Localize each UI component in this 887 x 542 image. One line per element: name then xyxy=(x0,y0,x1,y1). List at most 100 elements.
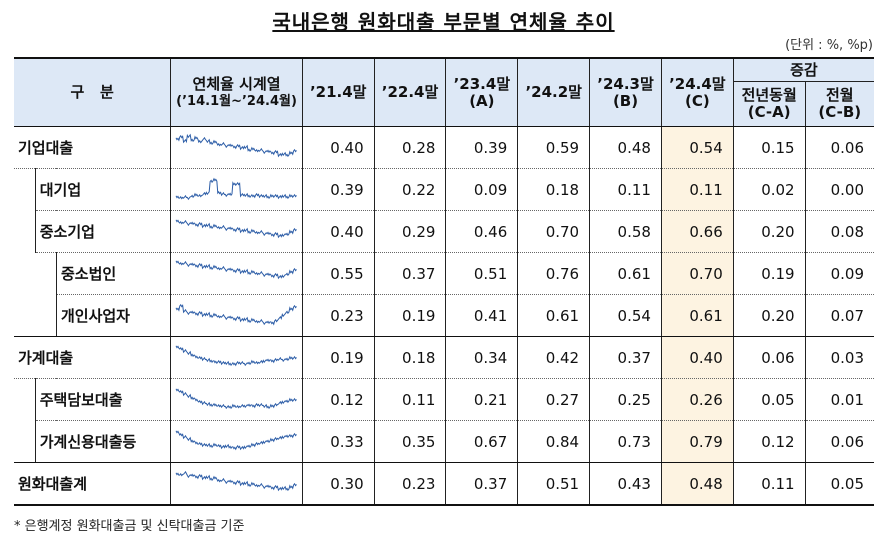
value-cell: 0.67 xyxy=(445,420,519,463)
value-cell: 0.40 xyxy=(661,336,734,379)
value-cell: 0.51 xyxy=(445,252,519,295)
value-cell: 0.37 xyxy=(374,252,447,295)
row-label: 원화대출계 xyxy=(14,462,172,506)
value-cell: 0.48 xyxy=(661,462,734,506)
value-cell: 0.28 xyxy=(374,126,447,169)
sparkline-chart xyxy=(175,387,298,409)
value-cell: 0.58 xyxy=(589,210,662,253)
table-row: 가계신용대출등 0.33 0.35 0.67 0.84 0.73 0.79 0.12 0.06 xyxy=(14,420,874,463)
header-period-3: ’24.2말 xyxy=(517,58,591,127)
value-cell: 0.19 xyxy=(302,336,375,379)
change-cell: 0.19 xyxy=(733,252,806,295)
value-cell: 0.18 xyxy=(374,336,447,379)
change-cell: 0.05 xyxy=(805,462,874,506)
sparkline-path xyxy=(175,429,298,450)
value-cell: 0.23 xyxy=(374,462,447,506)
value-cell: 0.73 xyxy=(589,420,662,463)
sparkline-cell xyxy=(170,336,303,379)
indent-cell xyxy=(14,253,35,295)
sparkline-chart xyxy=(175,303,298,326)
sparkline-chart xyxy=(175,218,298,238)
value-cell: 0.61 xyxy=(517,294,591,337)
sparkline-path xyxy=(175,303,298,326)
header-change-group: 증감 xyxy=(733,58,874,82)
change-cell: 0.05 xyxy=(733,378,806,421)
value-cell: 0.39 xyxy=(302,168,375,211)
delinquency-table: 구 분 연체율 시계열 (’14.1월~’24.4월) ’21.4말 ’22.4… xyxy=(14,57,874,506)
change-cell: 0.15 xyxy=(733,126,806,169)
header-change-mom: 전월 (C-B) xyxy=(805,81,874,127)
sparkline-chart xyxy=(175,177,298,200)
sparkline-cell xyxy=(170,294,303,337)
value-cell: 0.22 xyxy=(374,168,447,211)
sparkline-chart xyxy=(175,470,298,491)
value-cell: 0.84 xyxy=(517,420,591,463)
row-label: 주택담보대출 xyxy=(34,378,172,421)
row-label: 기업대출 xyxy=(14,126,172,169)
sparkline-cell xyxy=(170,420,303,463)
sparkline-cell xyxy=(170,462,303,506)
sparkline-path xyxy=(175,218,298,238)
header-period-4: ’24.3말 (B) xyxy=(589,58,662,127)
row-label: 대기업 xyxy=(34,168,172,211)
value-cell: 0.34 xyxy=(445,336,519,379)
indent-cell xyxy=(35,253,56,295)
indent-cell xyxy=(14,420,36,463)
change-cell: 0.03 xyxy=(805,336,874,379)
value-cell: 0.70 xyxy=(661,252,734,295)
change-cell: 0.06 xyxy=(733,336,806,379)
value-cell: 0.76 xyxy=(517,252,591,295)
value-cell: 0.40 xyxy=(302,210,375,253)
value-cell: 0.30 xyxy=(302,462,375,506)
header-trend: 연체율 시계열 (’14.1월~’24.4월) xyxy=(170,58,303,127)
change-cell: 0.06 xyxy=(805,126,874,169)
value-cell: 0.11 xyxy=(589,168,662,211)
value-cell: 0.59 xyxy=(517,126,591,169)
change-cell: 0.01 xyxy=(805,378,874,421)
indent-cell xyxy=(14,169,35,211)
value-cell: 0.26 xyxy=(661,378,734,421)
indent-cell xyxy=(14,211,35,253)
value-cell: 0.12 xyxy=(302,378,375,421)
row-label: 가계대출 xyxy=(14,336,172,379)
table-row: 대기업 0.39 0.22 0.09 0.18 0.11 0.11 0.02 0.00 xyxy=(14,168,874,211)
sparkline-path xyxy=(175,133,298,157)
sparkline-path xyxy=(175,259,298,279)
table-row: 원화대출계 0.30 0.23 0.37 0.51 0.43 0.48 0.11 0.05 xyxy=(14,462,874,506)
sparkline-chart xyxy=(175,259,298,279)
value-cell: 0.40 xyxy=(302,126,375,169)
change-cell: 0.20 xyxy=(733,210,806,253)
sparkline-chart xyxy=(175,133,298,157)
value-cell: 0.37 xyxy=(589,336,662,379)
value-cell: 0.54 xyxy=(661,126,734,169)
header-period-5: ’24.4말 (C) xyxy=(661,58,734,127)
row-label: 개인사업자 xyxy=(55,294,172,337)
sparkline-cell xyxy=(170,252,303,295)
table-row: 중소법인 0.55 0.37 0.51 0.76 0.61 0.70 0.19 0.09 xyxy=(14,252,874,295)
value-cell: 0.70 xyxy=(517,210,591,253)
page-title: 국내은행 원화대출 부문별 연체율 추이 xyxy=(272,10,615,34)
table-row: 개인사업자 0.23 0.19 0.41 0.61 0.54 0.61 0.20 0.07 xyxy=(14,294,874,337)
unit-label: (단위 : %, %p) xyxy=(785,38,873,53)
sparkline-path xyxy=(175,387,298,409)
header-period-1: ’22.4말 xyxy=(374,58,447,127)
change-cell: 0.08 xyxy=(805,210,874,253)
value-cell: 0.55 xyxy=(302,252,375,295)
value-cell: 0.11 xyxy=(374,378,447,421)
sparkline-path xyxy=(175,177,298,200)
value-cell: 0.41 xyxy=(445,294,519,337)
value-cell: 0.61 xyxy=(661,294,734,337)
value-cell: 0.46 xyxy=(445,210,519,253)
header-change-yoy: 전년동월 (C-A) xyxy=(733,81,806,127)
value-cell: 0.27 xyxy=(517,378,591,421)
table-row: 중소기업 0.40 0.29 0.46 0.70 0.58 0.66 0.20 0.08 xyxy=(14,210,874,253)
sparkline-cell xyxy=(170,168,303,211)
row-label: 중소법인 xyxy=(55,252,172,295)
change-cell: 0.02 xyxy=(733,168,806,211)
value-cell: 0.43 xyxy=(589,462,662,506)
sparkline-cell xyxy=(170,126,303,169)
value-cell: 0.61 xyxy=(589,252,662,295)
change-cell: 0.12 xyxy=(733,420,806,463)
value-cell: 0.11 xyxy=(661,168,734,211)
value-cell: 0.33 xyxy=(302,420,375,463)
